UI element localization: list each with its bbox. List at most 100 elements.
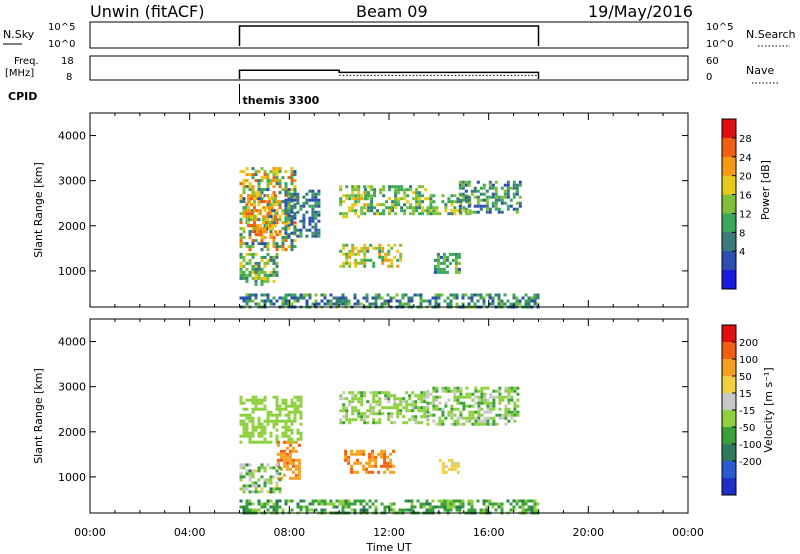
heatmap-cell: [242, 212, 246, 216]
heatmap-cell: [488, 502, 492, 506]
heatmap-cell: [474, 386, 478, 390]
heatmap-cell: [259, 233, 262, 237]
heatmap-cell: [418, 197, 422, 201]
heatmap-cell: [345, 185, 349, 189]
heatmap-cell: [390, 421, 394, 425]
heatmap-cell: [370, 194, 374, 198]
heatmap-cell: [260, 487, 264, 491]
heatmap-cell: [350, 464, 354, 468]
heatmap-cell: [269, 466, 273, 470]
heatmap-cell: [266, 502, 270, 506]
heatmap-cell: [369, 403, 373, 407]
heatmap-cell: [363, 258, 367, 262]
heatmap-cell: [480, 398, 484, 402]
heatmap-cell: [363, 415, 367, 419]
heatmap-cell: [278, 410, 282, 414]
heatmap-cell: [461, 499, 465, 503]
heatmap-cell: [299, 508, 303, 512]
heatmap-cell: [357, 391, 361, 395]
heatmap-cell: [456, 209, 460, 213]
heatmap-cell: [314, 299, 318, 303]
heatmap-cell: [281, 299, 285, 303]
heatmap-cell: [272, 179, 276, 183]
heatmap-cell: [507, 407, 511, 411]
heatmap-cell: [290, 222, 294, 226]
heatmap-cell: [344, 296, 348, 300]
heatmap-cell: [470, 502, 474, 506]
heatmap-cell: [297, 476, 301, 480]
heatmap-cell: [530, 508, 534, 512]
heatmap-cell: [370, 203, 374, 207]
heatmap-cell: [500, 508, 504, 512]
heatmap-cell: [406, 206, 410, 210]
heatmap-cell: [432, 389, 436, 393]
heatmap-cell: [338, 296, 342, 300]
nsearch-label: N.Search: [746, 28, 796, 41]
heatmap-cell: [409, 203, 413, 207]
heatmap-cell: [254, 401, 258, 405]
heatmap-cell: [339, 421, 343, 425]
heatmap-cell: [509, 198, 513, 202]
heatmap-cell: [391, 209, 395, 213]
heatmap-cell: [399, 400, 403, 404]
colorbar-swatch: [722, 251, 736, 271]
heatmap-cell: [405, 421, 409, 425]
heatmap-cell: [265, 224, 268, 228]
heatmap-cell: [435, 404, 439, 408]
heatmap-cell: [305, 234, 309, 238]
heatmap-cell: [302, 222, 306, 226]
heatmap-cell: [254, 481, 258, 485]
heatmap-cell: [445, 258, 449, 262]
heatmap-cell: [257, 273, 261, 277]
heatmap-cell: [354, 394, 358, 398]
heatmap-cell: [485, 198, 489, 202]
heatmap-cell: [456, 395, 460, 399]
heatmap-cell: [438, 458, 442, 462]
heatmap-cell: [282, 464, 286, 468]
heatmap-cell: [398, 508, 402, 512]
heatmap-cell: [332, 502, 336, 506]
heatmap-cell: [266, 490, 270, 494]
heatmap-cell: [383, 508, 387, 512]
heatmap-cell: [459, 422, 463, 426]
heatmap-cell: [384, 397, 388, 401]
heatmap-cell: [400, 209, 404, 213]
heatmap-cell: [263, 440, 267, 444]
heatmap-cell: [441, 194, 445, 198]
heatmap-cell: [453, 194, 457, 198]
heatmap-cell: [388, 212, 392, 216]
heatmap-cell: [245, 293, 249, 297]
heatmap-cell: [366, 249, 370, 253]
heatmap-cell: [239, 239, 243, 243]
heatmap-cell: [293, 231, 297, 235]
heatmap-cell: [305, 228, 309, 232]
heatmap-cell: [480, 407, 484, 411]
heatmap-cell: [299, 434, 303, 438]
heatmap-cell: [513, 386, 517, 390]
heatmap-cell: [369, 243, 373, 247]
heatmap-cell: [367, 194, 371, 198]
heatmap-cell: [239, 401, 243, 405]
heatmap-cell: [436, 270, 440, 274]
heatmap-cell: [464, 198, 468, 202]
heatmap-cell: [402, 400, 406, 404]
heatmap-cell: [533, 499, 537, 503]
heatmap-cell: [396, 409, 400, 413]
heatmap-cell: [396, 264, 400, 268]
heatmap-cell: [245, 431, 249, 435]
heatmap-cell: [448, 252, 452, 256]
heatmap-cell: [506, 180, 510, 184]
heatmap-cell: [285, 464, 289, 468]
heatmap-cell: [380, 502, 384, 506]
heatmap-cell: [245, 487, 249, 491]
heatmap-cell: [482, 198, 486, 202]
heatmap-cell: [378, 255, 382, 259]
heatmap-cell: [468, 413, 472, 417]
heatmap-cell: [515, 499, 519, 503]
heatmap-cell: [370, 197, 374, 201]
heatmap-cell: [476, 180, 480, 184]
heatmap-cell: [248, 472, 252, 476]
heatmap-cell: [474, 410, 478, 414]
heatmap-cell: [339, 418, 343, 422]
